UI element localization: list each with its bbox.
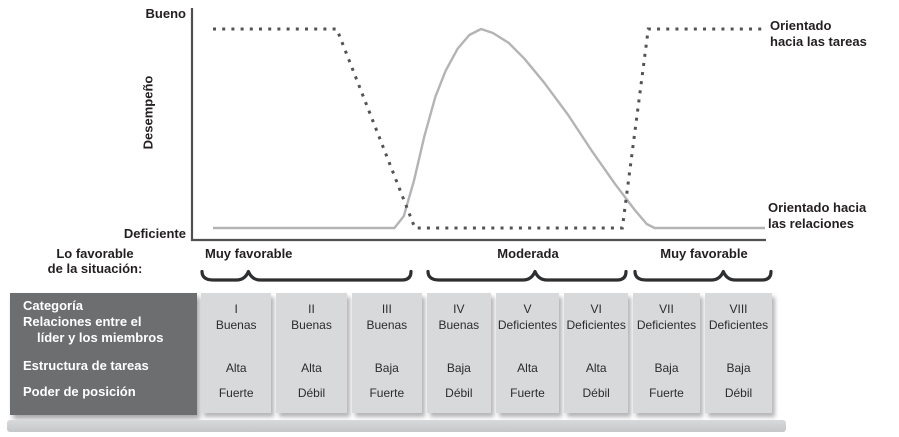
row-header-relaciones-line1: Relaciones entre el: [23, 314, 142, 329]
octant-card-VII: VII Deficientes Baja Fuerte: [633, 293, 700, 413]
zone-label: Muy favorable: [660, 246, 748, 261]
zone-bracket-icon: [200, 269, 413, 282]
octant-card-VI: VI Deficientes Alta Débil: [564, 293, 629, 413]
octant-number: VIII: [729, 302, 748, 316]
octant-card-I: I Buenas Alta Fuerte: [201, 293, 272, 413]
power-value: Débil: [582, 386, 610, 400]
octant-card-IV: IV Buenas Baja Débil: [427, 293, 491, 413]
zone: Moderada: [426, 246, 628, 284]
power-value: Fuerte: [649, 386, 684, 400]
octant-group-very-favorable-right: VII Deficientes Baja Fuerte VIII Deficientes B…: [633, 293, 772, 413]
row-header-estructura: Estructura de tareas: [23, 358, 149, 373]
relations-value: Deficientes: [636, 318, 697, 332]
octant-card-III: III Buenas Baja Fuerte: [351, 293, 422, 413]
legend-task-label: Orientado hacia las tareas: [770, 18, 867, 50]
structure-value: Alta: [225, 361, 247, 375]
structure-value: Baja: [726, 361, 751, 375]
zone-label: Moderada: [497, 246, 559, 261]
legend-relationship-line2: las relaciones: [768, 216, 854, 231]
legend-task-line1: Orientado: [770, 18, 832, 33]
zone: Muy favorable: [633, 246, 773, 284]
structure-value: Baja: [446, 361, 471, 375]
octant-card-VIII: VIII Deficientes Baja Débil: [705, 293, 772, 413]
legend-relationship-line1: Orientado hacia: [768, 200, 867, 215]
structure-value: Alta: [517, 361, 538, 375]
legend-relationship-label: Orientado hacia las relaciones: [768, 200, 866, 232]
row-header-categoria: Categoría: [23, 298, 83, 313]
octant-number: V: [523, 302, 532, 316]
y-axis-min-label: Deficiente: [123, 226, 186, 241]
y-axis-title: Desempeño: [140, 75, 156, 150]
power-value: Fuerte: [510, 386, 545, 400]
relations-value: Buenas: [215, 318, 257, 332]
task-oriented-line: [213, 27, 765, 230]
power-value: Débil: [445, 386, 473, 400]
legend-task-line2: hacia las tareas: [770, 34, 867, 49]
structure-value: Baja: [654, 361, 679, 375]
row-header-relaciones-line2: líder y los miembros: [37, 330, 164, 345]
relations-value: Deficientes: [566, 318, 626, 332]
zone-bracket-icon: [633, 269, 773, 282]
octant-number: II: [308, 302, 315, 316]
zone-bracket-icon: [426, 269, 628, 282]
situation-label-line1: Lo favorable: [56, 246, 134, 261]
relationship-oriented-line: [213, 27, 765, 230]
zone-label: Muy favorable: [205, 246, 293, 261]
octant-number: VI: [590, 302, 602, 316]
relations-value: Deficientes: [708, 318, 769, 332]
structure-value: Alta: [585, 361, 607, 375]
row-header-poder: Poder de posición: [23, 384, 136, 399]
octant-number: I: [234, 302, 238, 316]
relations-value: Buenas: [438, 318, 480, 332]
relations-value: Deficientes: [497, 318, 558, 332]
relations-value: Buenas: [366, 318, 408, 332]
power-value: Débil: [724, 386, 753, 400]
octant-group-moderate: IV Buenas Baja Débil V Deficientes Alta Fuerte V…: [427, 293, 629, 413]
structure-value: Alta: [301, 361, 322, 375]
octant-group-very-favorable: I Buenas Alta Fuerte II Buenas Alta Débil III Bue…: [201, 293, 422, 413]
octant-card-II: II Buenas Alta Débil: [276, 293, 347, 413]
power-value: Fuerte: [218, 386, 254, 400]
octant-number: IV: [453, 302, 465, 316]
situation-label-line2: de la situación:: [47, 261, 143, 276]
octant-number: VII: [659, 302, 674, 316]
structure-value: Baja: [374, 361, 399, 375]
power-value: Débil: [297, 386, 326, 400]
category-header-box: Categoría Relaciones entre el líder y lo…: [10, 293, 197, 415]
situation-favorability-label: Lo favorable de la situación:: [25, 246, 165, 276]
relations-value: Buenas: [291, 318, 332, 332]
axis-lines: [190, 8, 766, 242]
power-value: Fuerte: [369, 386, 405, 400]
octant-number: III: [381, 302, 392, 316]
octant-card-V: V Deficientes Alta Fuerte: [495, 293, 560, 413]
zone: Muy favorable: [200, 246, 413, 284]
y-axis-max-label: Bueno: [145, 6, 186, 21]
base-bar: [7, 420, 786, 432]
